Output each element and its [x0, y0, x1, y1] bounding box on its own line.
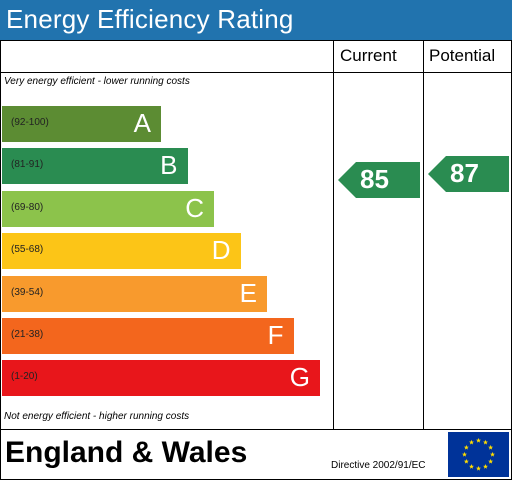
column-header-divider: [0, 72, 512, 73]
eu-star-icon: [462, 451, 467, 457]
band-g: (1-20) G: [2, 360, 320, 397]
band-range-label: (1-20): [11, 371, 38, 383]
eu-star-icon: [463, 444, 469, 450]
band-range-label: (21-38): [11, 329, 44, 340]
header-bar: Energy Efficiency Rating: [0, 0, 512, 40]
eu-star-icon: [476, 465, 481, 471]
band-letter: F: [267, 320, 284, 350]
band-c: (69-80) C: [2, 190, 214, 227]
band-range-label: (81-91): [11, 159, 44, 171]
band-letter: G: [289, 362, 310, 393]
band-range-label: (55-68): [11, 244, 44, 256]
band-range-label: (69-80): [11, 201, 44, 213]
band-e: (39-54) E: [2, 275, 267, 312]
eu-flag-icon: [448, 432, 509, 477]
potential-rating-arrow: 87: [428, 155, 509, 192]
band-letter: B: [160, 150, 178, 181]
eu-star-icon: [469, 464, 474, 469]
band-range-label: (39-54): [11, 286, 44, 298]
rating-value: 85: [360, 163, 389, 194]
eu-star-icon: [488, 458, 494, 464]
potential-column-header: Potential: [429, 46, 496, 65]
region-label: England & Wales: [5, 436, 248, 469]
current-column-header: Current: [340, 46, 397, 65]
band-letter: E: [239, 277, 257, 308]
band-a: (92-100) A: [2, 106, 161, 142]
eu-star-icon: [469, 439, 474, 445]
column-divider-right: [423, 40, 424, 430]
footer-divider: [0, 429, 512, 430]
column-divider-left: [333, 40, 334, 430]
band-d: (55-68) D: [2, 233, 241, 270]
top-note: Very energy efficient - lower running co…: [4, 76, 190, 87]
eu-star-icon: [483, 464, 488, 469]
bottom-note: Not energy efficient - higher running co…: [4, 411, 190, 422]
directive-label: Directive 2002/91/EC: [331, 460, 426, 471]
band-b: (81-91) B: [2, 148, 188, 185]
arrow-shape: [428, 155, 509, 192]
eu-star-icon: [476, 437, 481, 443]
band-letter: A: [133, 108, 151, 138]
band-letter: C: [185, 192, 204, 223]
band-letter: D: [211, 235, 231, 266]
eu-star-icon: [488, 444, 494, 450]
eu-star-icon: [463, 458, 469, 464]
eu-star-icon: [490, 451, 495, 457]
arrow-shape: [338, 161, 420, 198]
rating-value: 87: [450, 157, 479, 188]
band-f: (21-38) F: [2, 318, 294, 354]
chart-title: Energy Efficiency Rating: [6, 4, 294, 34]
current-rating-arrow: 85: [338, 161, 420, 198]
band-range-label: (92-100): [11, 117, 49, 128]
eu-star-icon: [483, 439, 488, 445]
